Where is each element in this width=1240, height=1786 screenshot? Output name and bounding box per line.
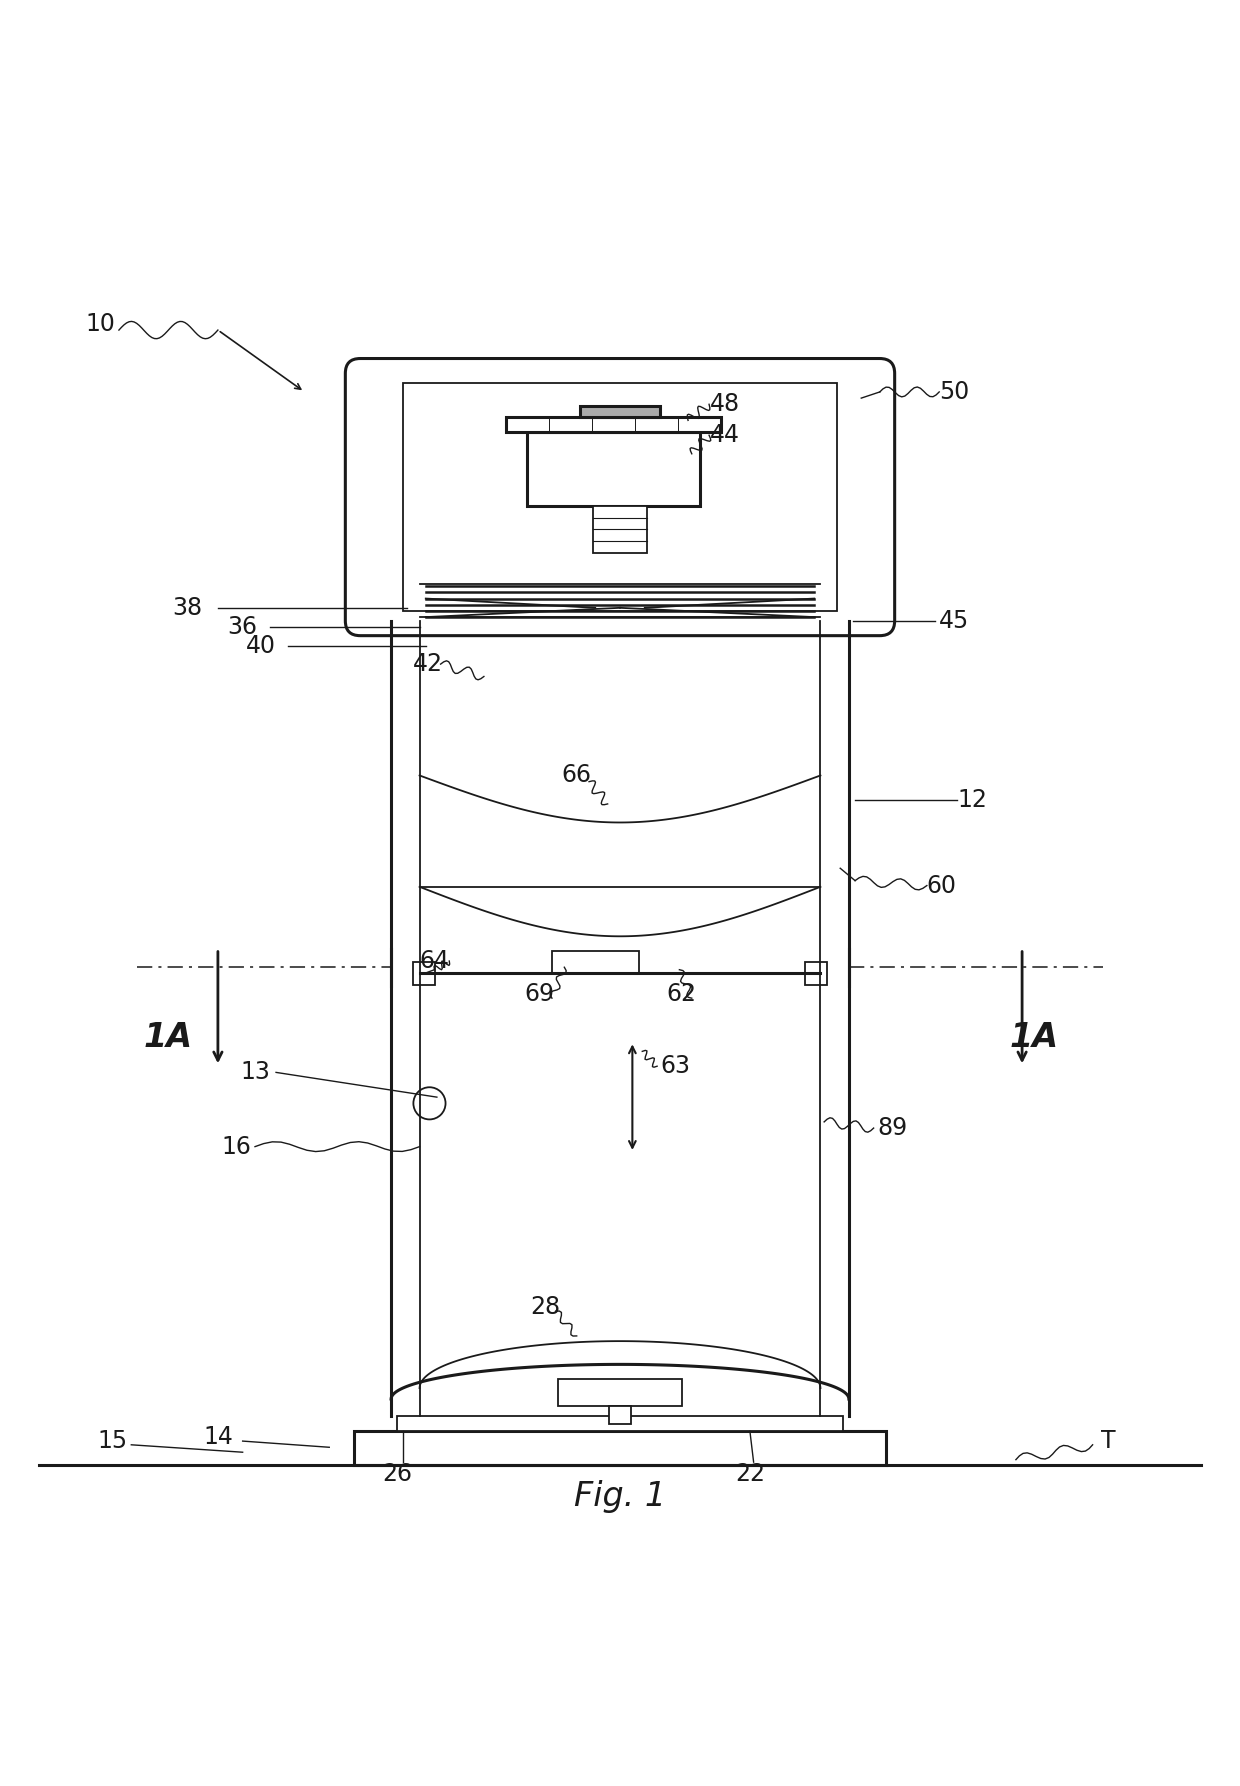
Text: 26: 26 — [382, 1463, 412, 1486]
Bar — [506, 416, 722, 432]
Text: 69: 69 — [525, 982, 554, 1007]
Text: 14: 14 — [203, 1425, 233, 1450]
Bar — [353, 1431, 887, 1465]
Text: 22: 22 — [735, 1463, 765, 1486]
Bar — [558, 1379, 682, 1406]
Text: 10: 10 — [86, 313, 115, 336]
Text: 38: 38 — [172, 597, 202, 620]
Bar — [552, 952, 639, 973]
Text: 42: 42 — [413, 652, 443, 677]
Text: 1A: 1A — [1009, 1022, 1059, 1054]
Text: 63: 63 — [661, 1054, 691, 1079]
Text: 44: 44 — [711, 423, 740, 446]
Bar — [580, 405, 660, 416]
Text: 15: 15 — [98, 1429, 128, 1454]
Text: 64: 64 — [419, 948, 449, 973]
Text: 66: 66 — [562, 763, 591, 788]
Text: 1A: 1A — [144, 1022, 193, 1054]
Bar — [527, 432, 701, 505]
Bar — [397, 1416, 843, 1431]
Text: 62: 62 — [667, 982, 697, 1007]
Bar — [609, 1406, 631, 1423]
Bar — [413, 963, 435, 984]
Text: Fig. 1: Fig. 1 — [574, 1481, 666, 1513]
Text: 36: 36 — [228, 614, 258, 639]
Text: 89: 89 — [877, 1116, 908, 1139]
Bar — [593, 505, 647, 552]
Text: 50: 50 — [939, 380, 970, 404]
Bar — [805, 963, 827, 984]
Text: 60: 60 — [926, 873, 957, 898]
FancyBboxPatch shape — [345, 359, 895, 636]
Text: T: T — [1101, 1429, 1116, 1454]
Text: 48: 48 — [711, 393, 740, 416]
Text: 13: 13 — [241, 1061, 270, 1084]
Text: 12: 12 — [957, 788, 987, 813]
Text: 40: 40 — [247, 634, 277, 657]
Bar — [403, 384, 837, 611]
Text: 16: 16 — [222, 1134, 252, 1159]
Text: 28: 28 — [531, 1295, 560, 1320]
Text: 45: 45 — [939, 609, 970, 632]
